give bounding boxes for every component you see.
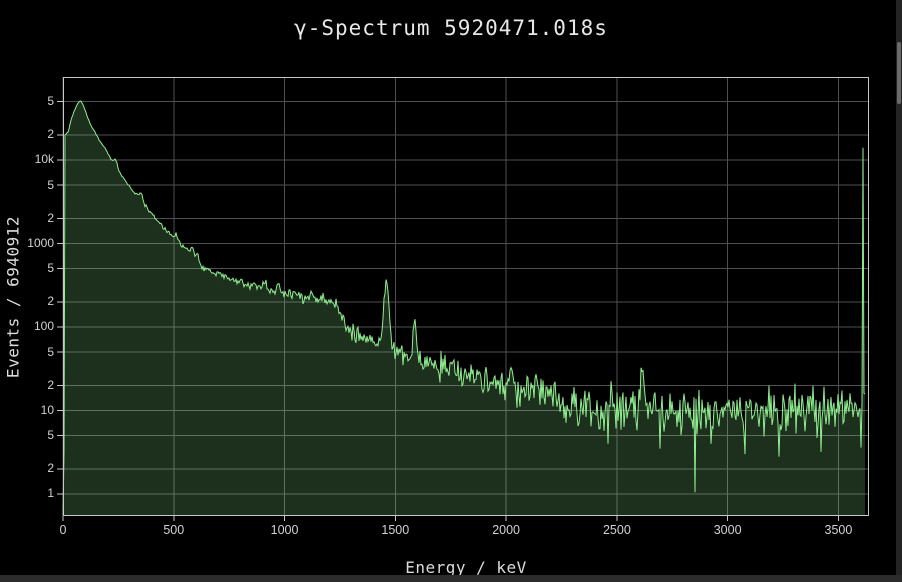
plot-border — [63, 77, 869, 516]
y-tick-label: 5 — [47, 177, 54, 192]
y-tick-label: 2 — [47, 294, 54, 309]
x-tick-label: 1000 — [270, 523, 299, 537]
x-tick-label: 3000 — [713, 523, 742, 537]
y-tick-label: 5 — [47, 428, 54, 443]
x-axis-title: Energy / keV — [405, 558, 527, 577]
x-tick-label: 1500 — [381, 523, 410, 537]
y-tick-label: 5 — [47, 344, 54, 359]
y-tick-label: 2 — [47, 210, 54, 225]
x-tick-label: 3500 — [824, 523, 853, 537]
x-tick-label: 500 — [163, 523, 185, 537]
x-tick-label: 0 — [59, 523, 67, 537]
y-tick-label: 5 — [47, 261, 54, 276]
vertical-scrollbar-thumb[interactable] — [897, 42, 901, 104]
y-tick-label: 5 — [47, 94, 54, 109]
y-tick-label: 2 — [47, 377, 54, 392]
x-tick-label: 2500 — [602, 523, 631, 537]
horizontal-scrollbar[interactable] — [0, 575, 902, 582]
y-tick-label: 1 — [47, 486, 54, 501]
chart-title: γ-Spectrum 5920471.018s — [294, 16, 608, 40]
y-tick-label: 2 — [47, 127, 54, 142]
y-tick-label: 2 — [47, 461, 54, 476]
spectrum-line — [62, 100, 866, 516]
y-tick-label: 1000 — [27, 235, 54, 250]
spectrum-area-fill — [63, 100, 865, 517]
y-tick-label: 10k — [34, 152, 54, 167]
y-tick-label: 10 — [40, 402, 54, 417]
y-tick-label: 100 — [33, 319, 54, 334]
vertical-scrollbar[interactable] — [896, 0, 902, 575]
x-tick-label: 2000 — [492, 523, 520, 537]
